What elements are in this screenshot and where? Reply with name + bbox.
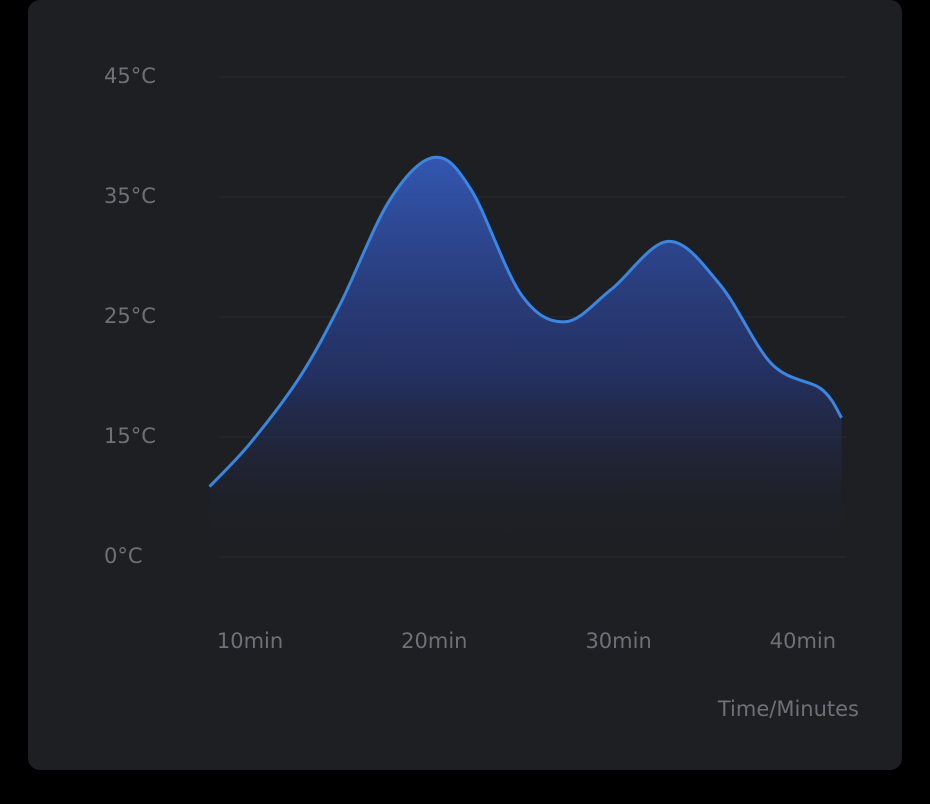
x-tick-label: 10min: [217, 629, 283, 653]
x-tick-label: 40min: [770, 629, 836, 653]
y-tick-label: 15°C: [104, 424, 156, 448]
x-tick-label: 30min: [585, 629, 651, 653]
y-tick-label: 0°C: [104, 544, 143, 568]
area-fill: [209, 157, 842, 557]
x-axis-title: Time/Minutes: [717, 697, 859, 721]
y-tick-label: 25°C: [104, 304, 156, 328]
y-tick-label: 45°C: [104, 64, 156, 88]
line: [208, 155, 843, 488]
x-tick-label: 20min: [401, 629, 467, 653]
y-tick-label: 35°C: [104, 184, 156, 208]
